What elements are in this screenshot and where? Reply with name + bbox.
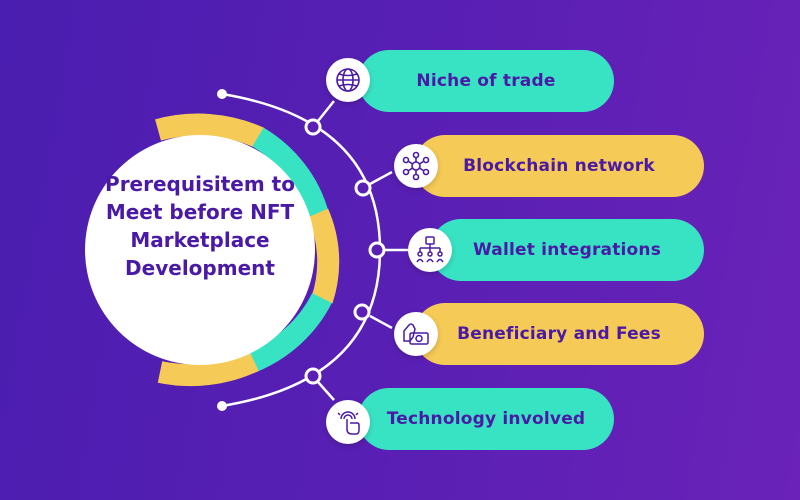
arc-end-dot-bottom (217, 401, 227, 411)
item-niche-of-trade: Niche of trade (358, 50, 614, 112)
touch-fingerprint-icon (326, 400, 370, 444)
connector-node-4 (353, 303, 371, 321)
ring-segment-teal-right-bottom (247, 292, 332, 373)
ring-segment-teal-right-top (252, 127, 329, 219)
item-beneficiary-and-fees: Beneficiary and Fees (414, 303, 704, 365)
hand-money-icon (394, 312, 438, 356)
connector-node-3 (368, 241, 386, 259)
ring-segment-yellow-top (155, 113, 265, 149)
ring-segment-yellow-bottom (157, 350, 259, 387)
item-label: Beneficiary and Fees (457, 324, 661, 344)
item-label: Blockchain network (463, 156, 655, 176)
connector-links (317, 100, 408, 401)
item-wallet-integrations: Wallet integrations (430, 219, 704, 281)
globe-icon (326, 58, 370, 102)
connector-node-5 (304, 367, 322, 385)
item-blockchain-network: Blockchain network (414, 135, 704, 197)
item-label: Niche of trade (416, 71, 556, 91)
item-technology-involved: Technology involved (358, 388, 614, 450)
connector-node-1 (304, 118, 322, 136)
item-label: Technology involved (386, 409, 586, 429)
center-title: Prerequisitem to Meet before NFT Marketp… (105, 172, 295, 280)
network-icon (394, 144, 438, 188)
connector-node-2 (354, 179, 372, 197)
center-disc (85, 135, 315, 365)
wallet-hierarchy-icon (408, 228, 452, 272)
arc-end-dot-top (217, 89, 227, 99)
ring-segment-yellow-right (307, 208, 340, 304)
item-label: Wallet integrations (472, 240, 662, 260)
